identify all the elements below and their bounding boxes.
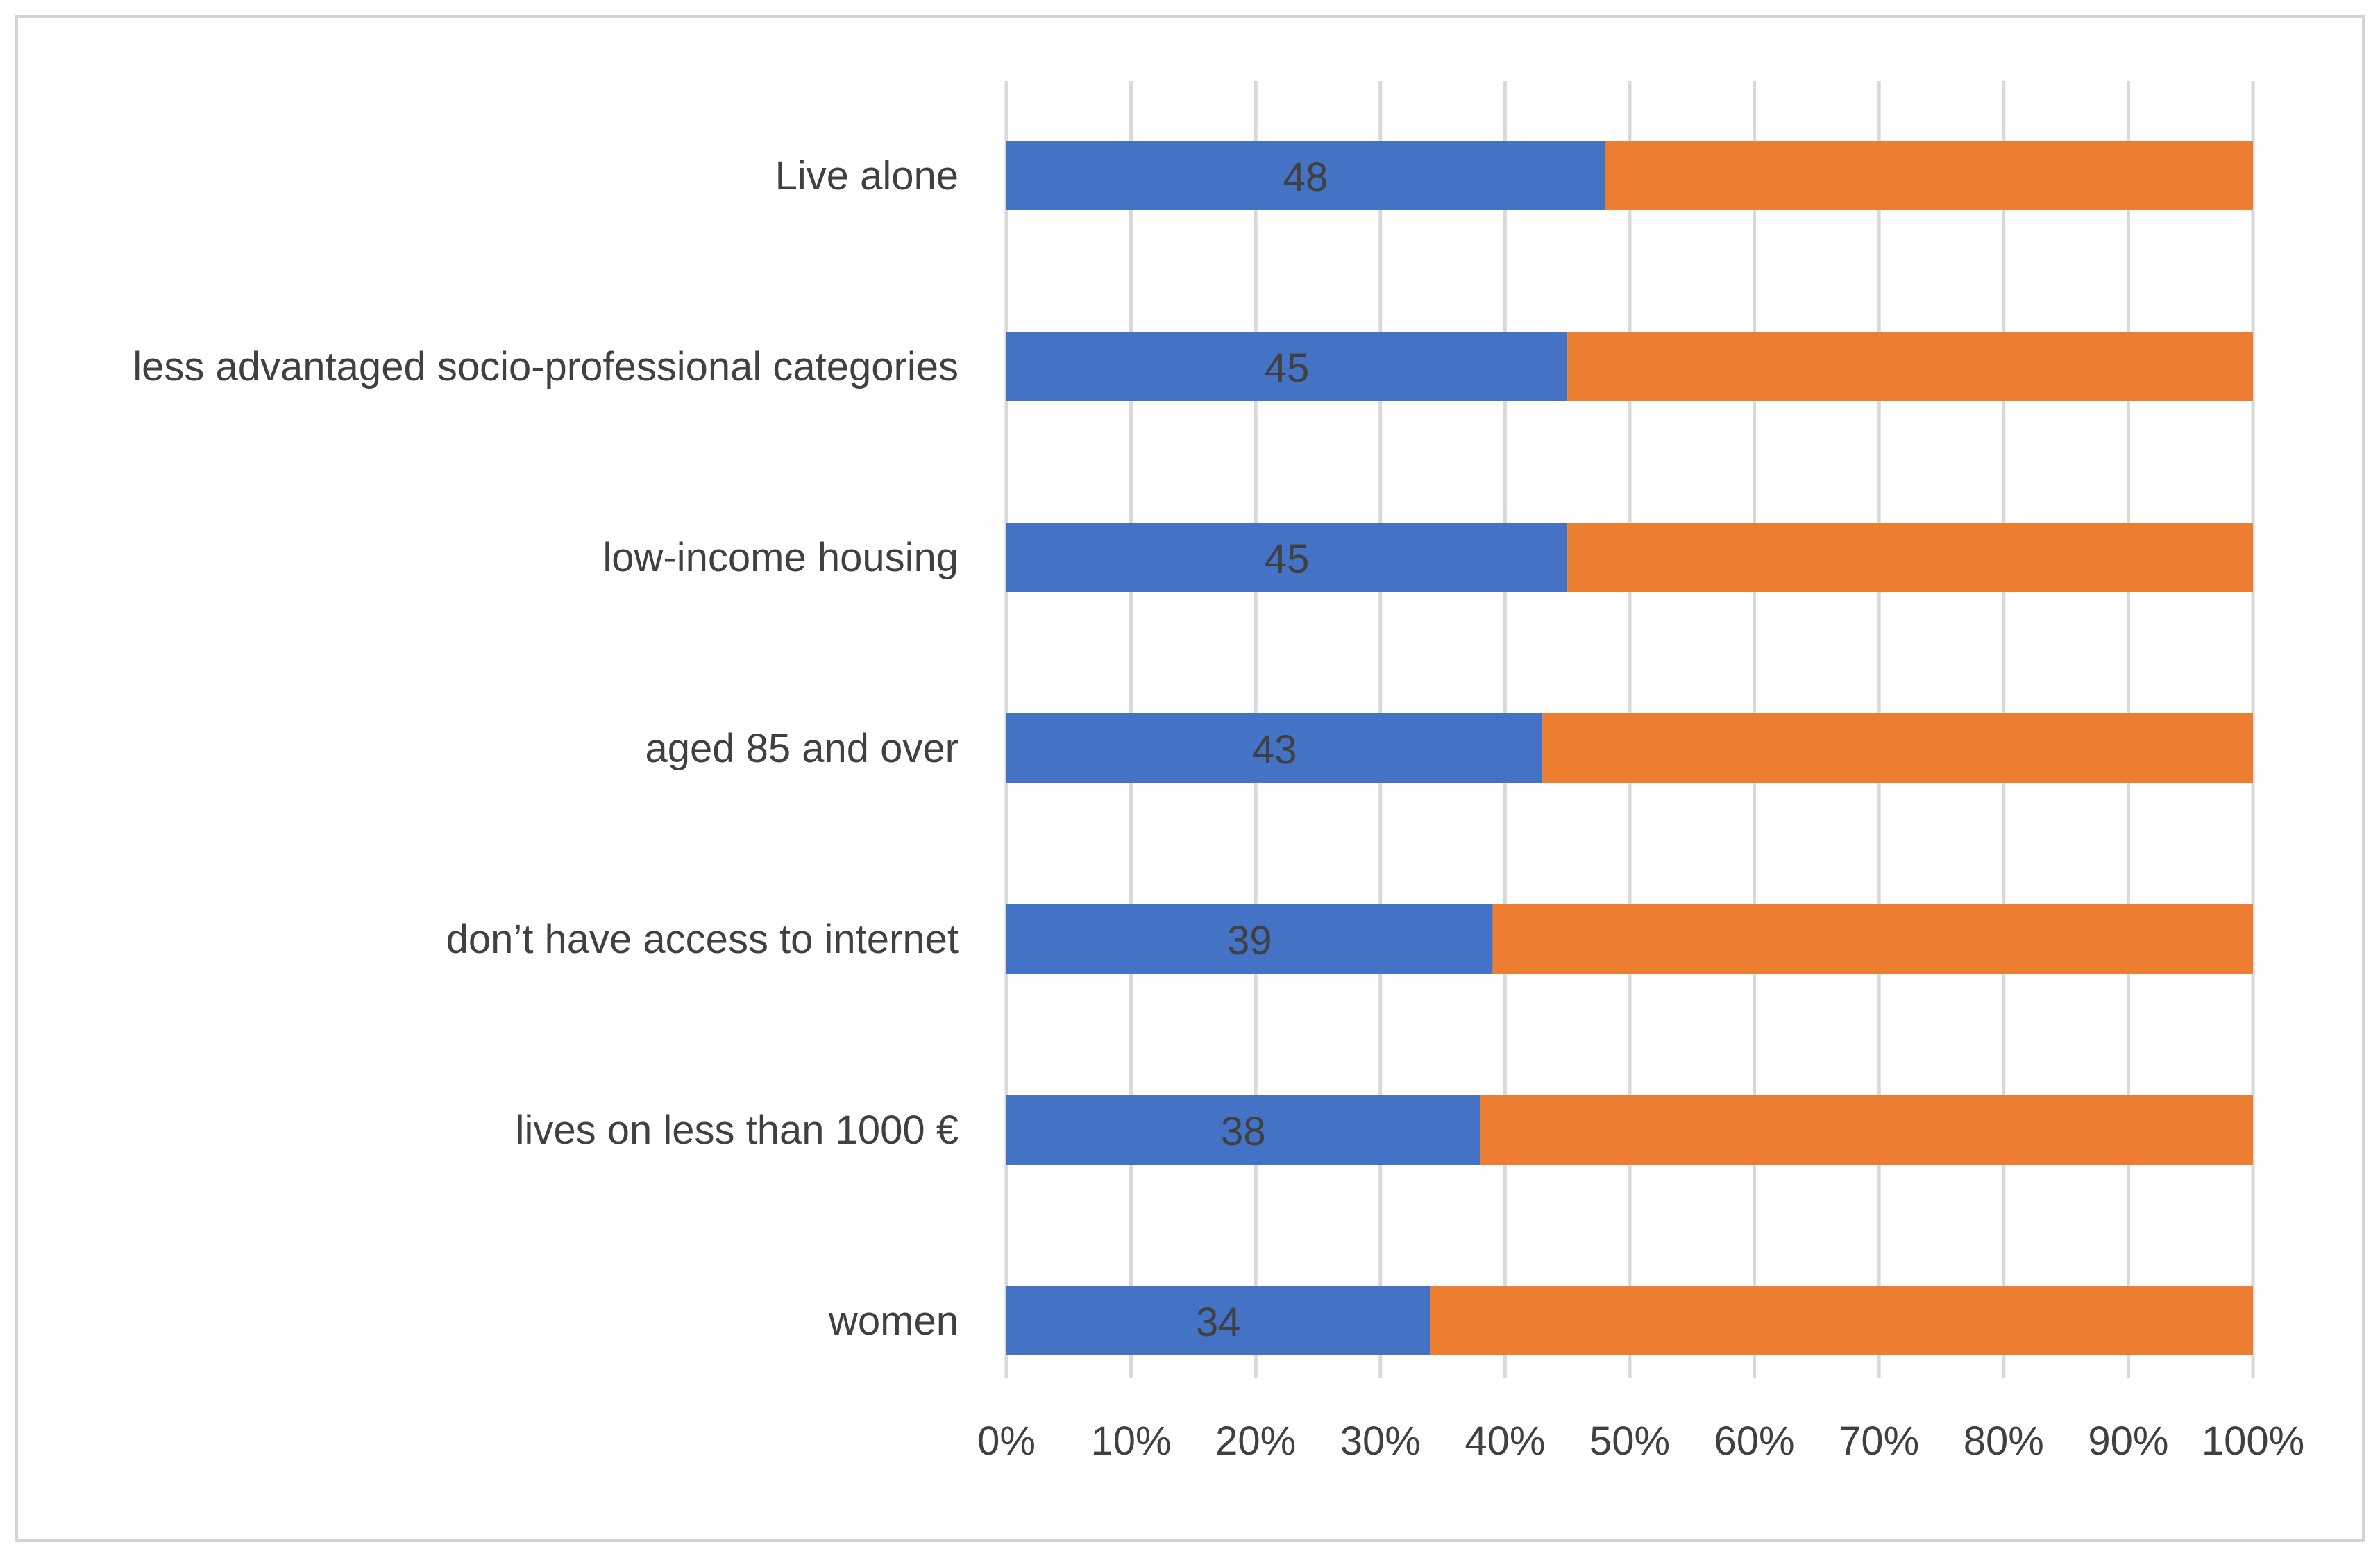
category-label-live-alone: Live alone [775, 153, 959, 198]
x-tick-label: 0% [977, 1419, 1036, 1464]
bar-remainder-lives-on-less-than-1000 [1480, 1095, 2253, 1165]
data-label-women: 34 [1196, 1300, 1241, 1345]
bar-share-less-advantaged-socio-professional-categories [1006, 332, 1568, 401]
bar-share-live-alone [1006, 141, 1605, 210]
bar-share-women [1006, 1286, 1430, 1355]
bar-share-don-t-have-access-to-internet [1006, 904, 1493, 974]
x-tick-label: 40% [1465, 1419, 1545, 1464]
data-label-aged-85-and-over: 43 [1252, 727, 1297, 772]
x-axis-tick-labels: 0% 10% 20% 30% 40% 50% 60% 70% 80% 90% 100% [977, 1419, 2304, 1464]
bar-share-lives-on-less-than-1000 [1006, 1095, 1480, 1165]
data-label-don-t-have-access-to-internet: 39 [1227, 918, 1272, 963]
x-tick-label: 20% [1215, 1419, 1296, 1464]
category-labels: Live alone less advantaged socio-professi… [133, 153, 959, 1344]
bar-remainder-don-t-have-access-to-internet [1492, 904, 2253, 974]
bars: 48 45 45 43 39 38 34 [1006, 141, 2253, 1355]
bar-remainder-low-income-housing [1567, 523, 2253, 592]
x-tick-label: 50% [1589, 1419, 1670, 1464]
data-label-lives-on-less-than-1000: 38 [1221, 1109, 1266, 1154]
x-tick-label: 60% [1714, 1419, 1795, 1464]
bar-remainder-less-advantaged-socio-professional-categories [1567, 332, 2253, 401]
data-label-low-income-housing: 45 [1265, 536, 1310, 582]
bar-remainder-aged-85-and-over [1542, 713, 2253, 783]
x-tick-label: 100% [2202, 1419, 2304, 1464]
stacked-bar-chart: 48 45 45 43 39 38 34 Live alone less advantaged… [133, 81, 2304, 1464]
bar-remainder-live-alone [1605, 141, 2253, 210]
category-label-don-t-have-access-to-internet: don’t have access to internet [446, 917, 959, 962]
category-label-women: women [828, 1298, 959, 1344]
category-label-lives-on-less-than-1000: lives on less than 1000 € [516, 1108, 959, 1153]
x-tick-label: 70% [1839, 1419, 1919, 1464]
category-label-aged-85-and-over: aged 85 and over [645, 726, 959, 771]
x-tick-label: 10% [1091, 1419, 1172, 1464]
category-label-less-advantaged-socio-professional-categories: less advantaged socio-professional categ… [133, 344, 959, 389]
x-tick-label: 80% [1964, 1419, 2044, 1464]
chart-frame: 48 45 45 43 39 38 34 Live alone less advantaged… [15, 15, 2365, 1542]
category-label-low-income-housing: low-income housing [602, 535, 959, 580]
x-tick-label: 90% [2088, 1419, 2168, 1464]
bar-share-aged-85-and-over [1006, 713, 1543, 783]
bar-share-low-income-housing [1006, 523, 1568, 592]
data-label-live-alone: 48 [1283, 155, 1328, 200]
bar-remainder-women [1430, 1286, 2253, 1355]
x-tick-label: 30% [1340, 1419, 1421, 1464]
data-label-less-advantaged-socio-professional-categories: 45 [1265, 346, 1310, 391]
